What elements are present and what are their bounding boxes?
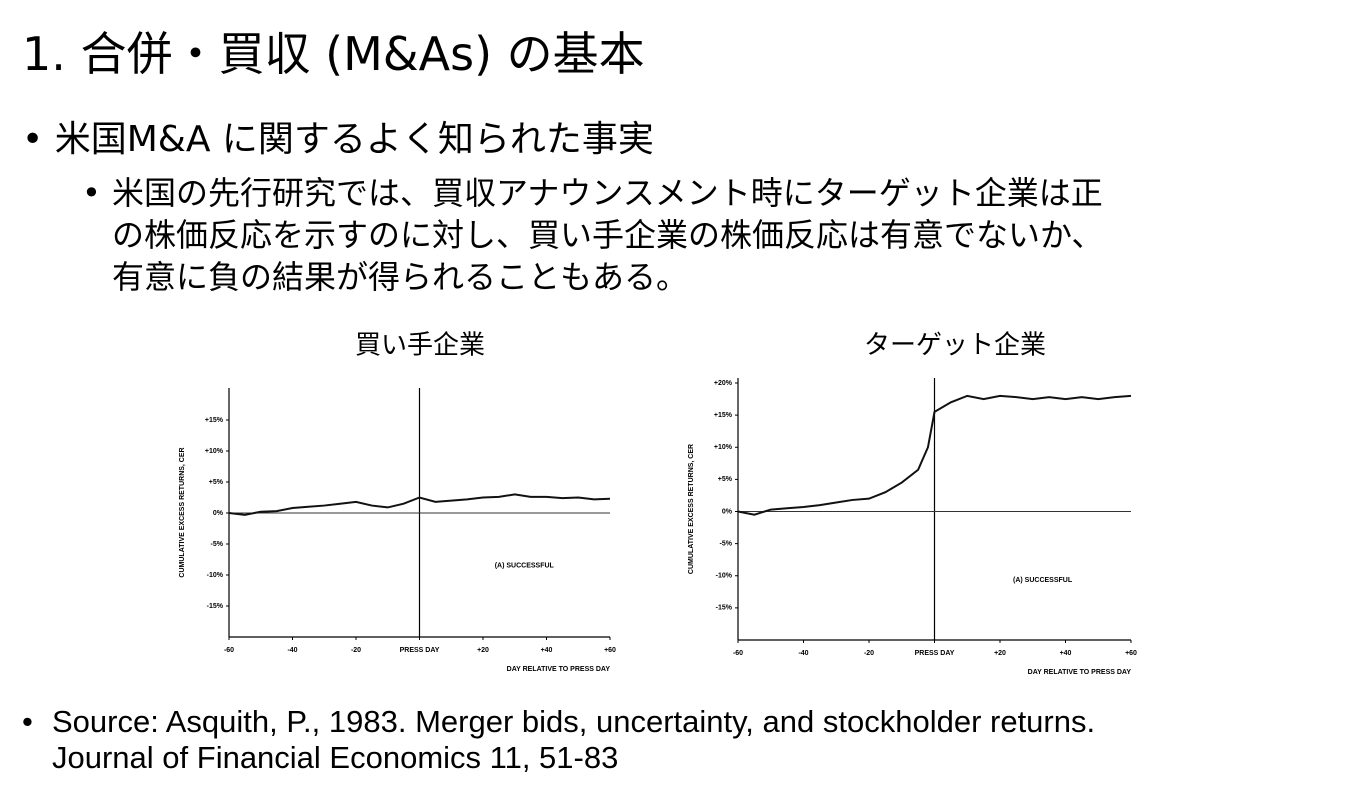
y-tick-label: -15% — [207, 603, 224, 610]
text-line: 有意に負の結果が得られることもある。 — [112, 258, 689, 296]
x-tick-label: -40 — [798, 650, 808, 657]
y-tick-label: -5% — [720, 540, 733, 547]
x-tick-label: +60 — [1125, 650, 1137, 657]
y-tick-label: +15% — [714, 412, 733, 419]
text-line: Source: Asquith, P., 1983. Merger bids, … — [52, 704, 1096, 739]
slide-title: 1. 合併・買収 (M&As) の基本 — [22, 27, 645, 81]
x-tick-label: +40 — [1060, 650, 1072, 657]
y-tick-label: +5% — [718, 476, 733, 483]
sub-bullet: • 米国の先行研究では、買収アナウンスメント時にターゲット企業は正 の株価反応を… — [82, 174, 1104, 296]
y-tick-label: -5% — [211, 541, 224, 548]
data-line — [228, 493, 611, 516]
text-line: の株価反応を示すのに対し、買い手企業の株価反応は有意でないか、 — [112, 216, 1104, 254]
x-tick-label: PRESS DAY — [400, 647, 440, 654]
x-tick-label: +60 — [604, 647, 616, 654]
x-tick-label: +20 — [994, 650, 1006, 657]
x-axis-label: DAY RELATIVE TO PRESS DAY — [1028, 669, 1132, 676]
annotation: (A) SUCCESSFUL — [495, 563, 555, 570]
text-line: Journal of Financial Economics 11, 51-83 — [52, 740, 619, 775]
y-tick-label: +20% — [714, 380, 733, 387]
y-tick-label: -15% — [716, 605, 733, 612]
source: • Source: Asquith, P., 1983. Merger bids… — [22, 704, 1096, 775]
y-axis-label: CUMULATIVE EXCESS RETURNS, CER — [179, 447, 186, 577]
chart-title: ターゲット企業 — [864, 331, 1046, 361]
bullet-text: 米国M&A に関するよく知られた事実 — [54, 119, 654, 160]
data-line — [737, 394, 1132, 516]
x-tick-label: PRESS DAY — [915, 650, 955, 657]
y-tick-label: +10% — [205, 448, 224, 455]
chart-title: 買い手企業 — [355, 331, 485, 361]
x-tick-label: +20 — [477, 647, 489, 654]
y-tick-label: +10% — [714, 444, 733, 451]
x-tick-label: -20 — [864, 650, 874, 657]
y-tick-label: -10% — [716, 573, 733, 580]
x-tick-label: -40 — [287, 647, 297, 654]
y-tick-label: -10% — [207, 572, 224, 579]
text-line: 米国の先行研究では、買収アナウンスメント時にターゲット企業は正 — [112, 174, 1103, 212]
annotation: (A) SUCCESSFUL — [1013, 577, 1073, 584]
y-axis-label: CUMULATIVE EXCESS RETURNS, CER — [688, 444, 695, 574]
x-axis-label: DAY RELATIVE TO PRESS DAY — [507, 666, 611, 673]
x-tick-label: -20 — [351, 647, 361, 654]
bullet: • 米国M&A に関するよく知られた事実 — [22, 119, 654, 160]
y-tick-label: +5% — [209, 479, 224, 486]
x-tick-label: -60 — [733, 650, 743, 657]
x-tick-label: +40 — [541, 647, 553, 654]
y-tick-label: +15% — [205, 417, 224, 424]
y-tick-label: 0% — [722, 508, 733, 515]
y-tick-label: 0% — [213, 510, 224, 517]
x-tick-label: -60 — [224, 647, 234, 654]
